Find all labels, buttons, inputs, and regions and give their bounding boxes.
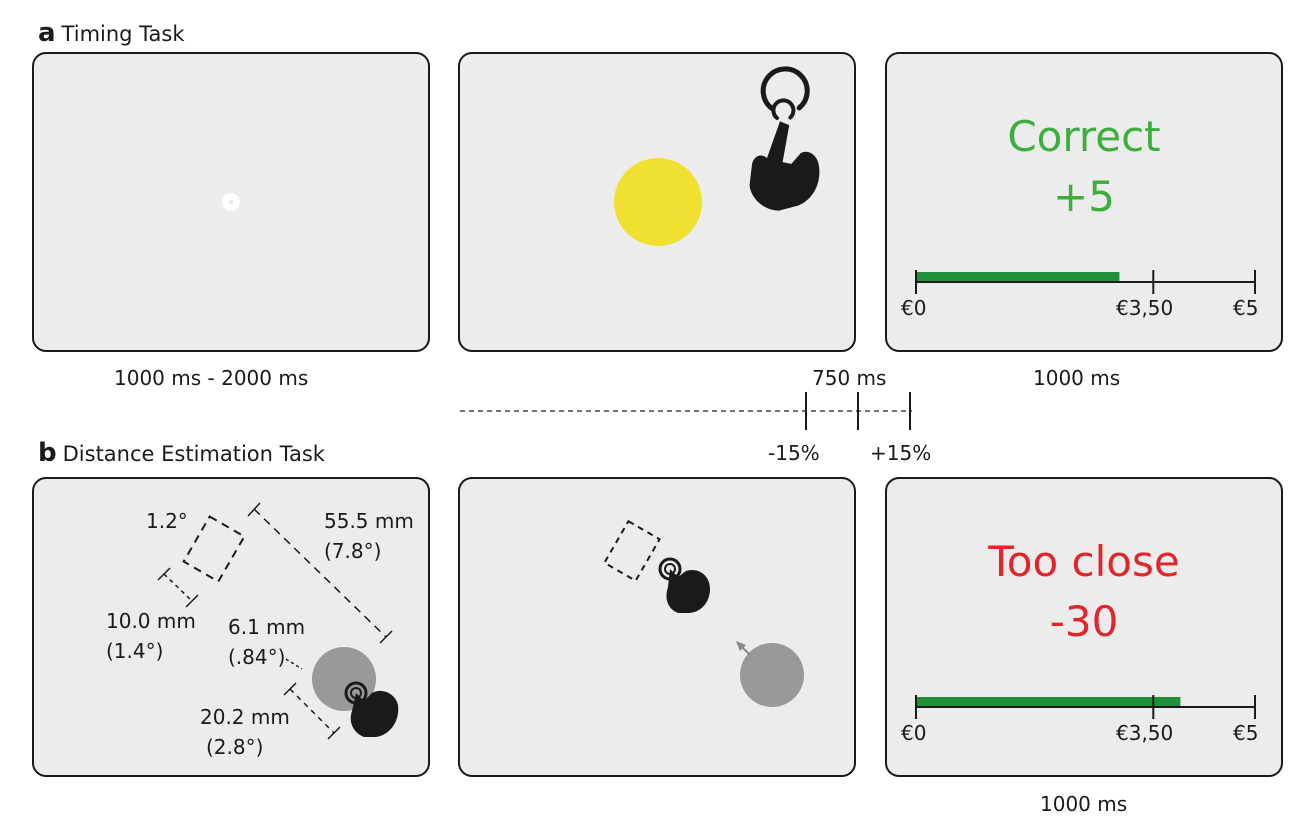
- window-minus-label: -15%: [768, 441, 820, 465]
- earnings-fill: [916, 272, 1120, 282]
- fixation-screen: [32, 52, 430, 352]
- window-plus-label: +15%: [870, 441, 932, 465]
- feedback-duration-a: 1000 ms: [1033, 366, 1121, 390]
- distance-feedback-points: -30: [1049, 597, 1119, 646]
- start-deg: (.84°): [228, 645, 286, 669]
- fixation-graphic: [222, 193, 240, 211]
- section-b-letter: b: [38, 438, 57, 468]
- start-mm: 6.1 mm: [228, 615, 306, 639]
- feedback-duration-b: 1000 ms: [1040, 792, 1128, 816]
- width-measure-line: [163, 573, 193, 602]
- target-rectangle-icon: [603, 519, 661, 583]
- distance-mm: 55.5 mm: [324, 509, 414, 533]
- finger-mm: 20.2 mm: [200, 705, 290, 729]
- distance-geometry-screen: 1.2° 55.5 mm (7.8°) 10.0 mm (1.4°) 6.1 m…: [32, 477, 430, 777]
- section-a-label: a Timing Task: [38, 18, 185, 48]
- finger-deg: (2.8°): [206, 735, 264, 759]
- width-mm: 10.0 mm: [106, 609, 196, 633]
- timing-feedback-points: +5: [1053, 172, 1115, 221]
- target-rectangle-icon: [182, 515, 246, 583]
- timing-earnings-bar: [915, 270, 1256, 294]
- target-duration: 750 ms: [812, 366, 887, 390]
- distance-earnings-bar: [915, 695, 1256, 719]
- angle-label: 1.2°: [146, 509, 188, 533]
- fixation-duration: 1000 ms - 2000 ms: [114, 366, 309, 390]
- scale-min-label: €0: [901, 721, 927, 745]
- feedback-screen-distance: Too close -30 €0 €3,50 €5: [885, 477, 1283, 777]
- hand-icon: [666, 569, 710, 613]
- timing-feedback-text: Correct: [1007, 112, 1161, 161]
- section-a-letter: a: [38, 18, 56, 48]
- distance-feedback-text: Too close: [988, 537, 1180, 586]
- distance-measure-line: [253, 508, 387, 638]
- section-b-label: b Distance Estimation Task: [38, 438, 325, 468]
- width-deg: (1.4°): [106, 639, 164, 663]
- target-graphic: [614, 66, 820, 246]
- scale-max-label: €5: [1233, 296, 1259, 320]
- scale-mid-label: €3,50: [1116, 721, 1174, 745]
- distance-response-screen: [458, 477, 856, 777]
- scale-max-label: €5: [1233, 721, 1259, 745]
- finger-measure-line: [289, 688, 335, 734]
- distance-geometry-graphic: [157, 502, 399, 740]
- distance-response-graphic: [603, 519, 804, 707]
- start-size-measure: [285, 658, 303, 670]
- target-screen: [458, 52, 856, 352]
- scale-mid-label: €3,50: [1116, 296, 1174, 320]
- distance-deg: (7.8°): [324, 539, 382, 563]
- target-circle-icon: [614, 158, 702, 246]
- section-b-title: Distance Estimation Task: [62, 442, 325, 466]
- pointing-hand-icon: [749, 66, 820, 211]
- section-a-title: Timing Task: [61, 22, 185, 46]
- start-disc-icon: [740, 643, 804, 707]
- scale-min-label: €0: [901, 296, 927, 320]
- hand-icon: [350, 690, 399, 737]
- feedback-screen-timing: Correct +5 €0 €3,50 €5: [885, 52, 1283, 352]
- earnings-fill: [916, 697, 1181, 707]
